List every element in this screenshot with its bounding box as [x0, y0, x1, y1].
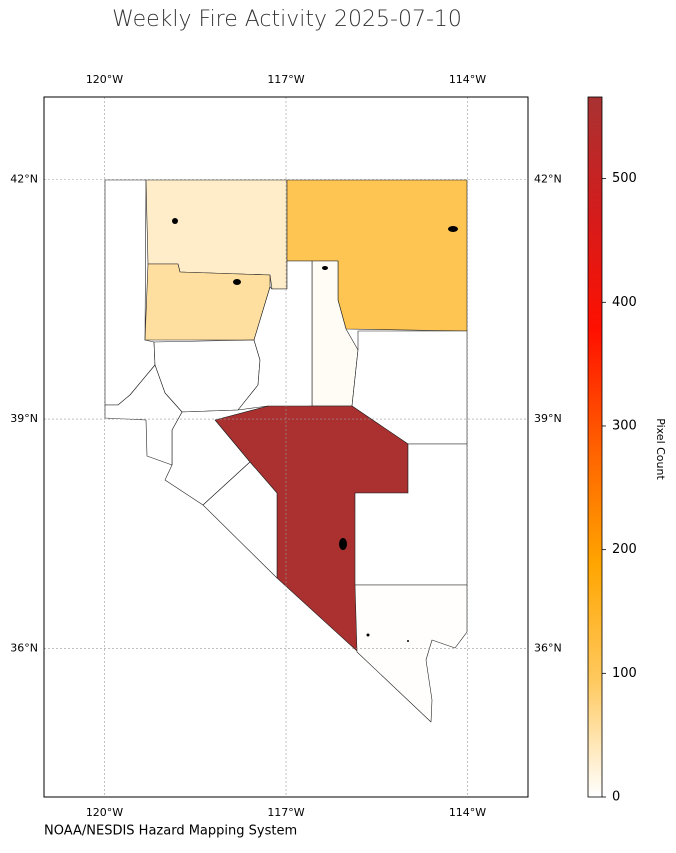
y-tick-label: 42°N [534, 172, 562, 185]
grid [44, 97, 528, 797]
x-tick-label: 120°W [86, 73, 123, 86]
county [202, 461, 278, 579]
colorbar-tick-label: 100 [612, 666, 637, 681]
chart-title: Weekly Fire Activity 2025-07-10 [112, 7, 462, 32]
county [237, 260, 313, 411]
y-tick-label: 36°N [10, 642, 38, 655]
colorbar-tick-label: 300 [612, 418, 637, 433]
y-tick-label: 39°N [10, 412, 38, 425]
colorbar-tick-label: 400 [612, 295, 637, 310]
x-tick-label: 117°W [267, 73, 304, 86]
y-tick-label: 36°N [534, 642, 562, 655]
colorbar-label: Pixel Count [654, 418, 667, 480]
hotspot [366, 633, 370, 637]
colorbar [587, 96, 603, 798]
colorbar-tick-label: 0 [612, 790, 620, 805]
hotspot [172, 218, 178, 224]
x-tick-label: 114°W [449, 73, 486, 86]
y-tick-label: 42°N [10, 172, 38, 185]
colorbar-tick-label: 200 [612, 542, 637, 557]
x-tick-label: 117°W [267, 806, 304, 819]
hotspot [448, 226, 458, 232]
y-tick-label: 39°N [534, 412, 562, 425]
hotspot [233, 279, 241, 285]
fire-hotspots [172, 218, 458, 642]
x-tick-label: 120°W [86, 806, 123, 819]
county [104, 364, 183, 466]
county [144, 263, 271, 341]
hotspot [322, 266, 328, 270]
map-frame [43, 96, 529, 798]
source-note: NOAA/NESDIS Hazard Mapping System [44, 824, 297, 839]
hotspot [339, 538, 347, 550]
x-tick-label: 114°W [449, 806, 486, 819]
hotspot [407, 640, 409, 642]
county [354, 584, 468, 723]
counties [104, 179, 468, 723]
colorbar-tick-label: 500 [612, 171, 637, 186]
